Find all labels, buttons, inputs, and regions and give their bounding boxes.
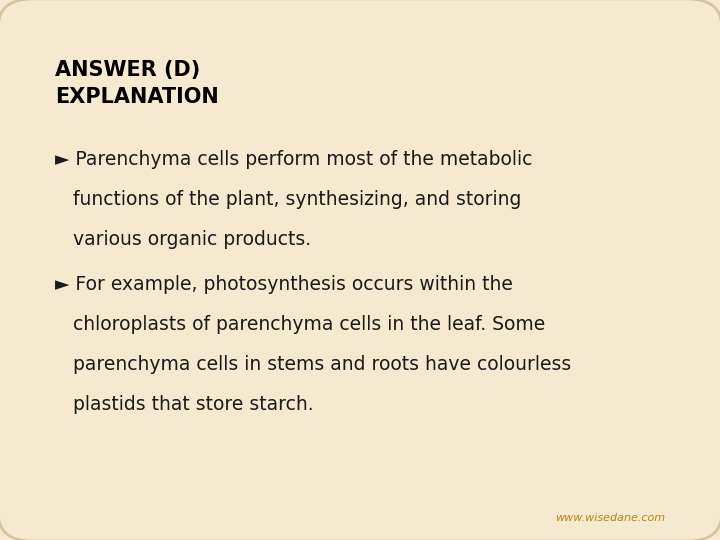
Text: parenchyma cells in stems and roots have colourless: parenchyma cells in stems and roots have… [55,355,572,374]
Text: functions of the plant, synthesizing, and storing: functions of the plant, synthesizing, an… [55,190,521,209]
Text: plastids that store starch.: plastids that store starch. [55,395,314,414]
Text: chloroplasts of parenchyma cells in the leaf. Some: chloroplasts of parenchyma cells in the … [55,315,546,334]
Text: EXPLANATION: EXPLANATION [55,86,219,106]
Text: www.wisedane.com: www.wisedane.com [554,512,665,523]
Text: ► For example, photosynthesis occurs within the: ► For example, photosynthesis occurs wit… [55,275,513,294]
Text: ANSWER (D): ANSWER (D) [55,60,200,80]
Text: various organic products.: various organic products. [55,230,311,249]
Text: ► Parenchyma cells perform most of the metabolic: ► Parenchyma cells perform most of the m… [55,150,533,170]
